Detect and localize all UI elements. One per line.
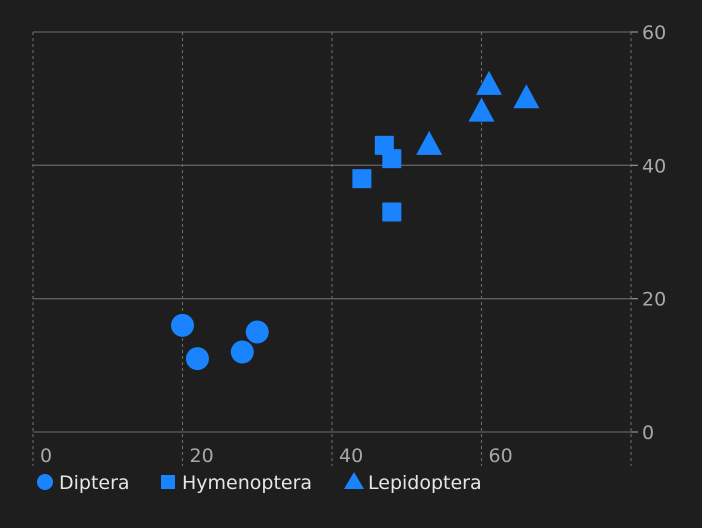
lepidoptera-point-0 [416, 130, 443, 155]
y-tick-label-40: 40 [642, 155, 666, 177]
grid [32, 31, 632, 466]
legend-label-diptera: Diptera [59, 472, 130, 494]
legend-marker-lepidoptera [344, 472, 364, 489]
y-tick-label-60: 60 [642, 22, 666, 44]
data-points [171, 70, 540, 371]
y-tick-label-0: 0 [642, 422, 654, 444]
lepidoptera-point-2 [475, 70, 502, 95]
hymenoptera-point-2 [382, 149, 402, 169]
diptera-point-0 [171, 313, 194, 337]
axes: 0 20 40 60 0 20 40 60 [40, 22, 666, 467]
legend-marker-diptera [37, 474, 53, 490]
legend-label-hymenoptera: Hymenoptera [182, 472, 312, 494]
x-tick-label-60: 60 [489, 445, 513, 467]
x-tick-label-20: 20 [190, 445, 214, 467]
hymenoptera-point-0 [352, 169, 372, 189]
x-tick-label-40: 40 [339, 445, 363, 467]
legend-label-lepidoptera: Lepidoptera [368, 472, 482, 494]
legend-marker-hymenoptera [161, 475, 175, 489]
lepidoptera-point-1 [468, 97, 495, 122]
hymenoptera-point-3 [382, 202, 402, 222]
x-tick-label-0: 0 [40, 445, 52, 467]
y-tick-label-20: 20 [642, 289, 666, 311]
diptera-point-3 [245, 320, 269, 344]
lepidoptera-point-3 [513, 84, 540, 109]
legend: Diptera Hymenoptera Lepidoptera [37, 472, 482, 494]
diptera-point-1 [185, 347, 209, 371]
diptera-point-2 [230, 340, 254, 364]
